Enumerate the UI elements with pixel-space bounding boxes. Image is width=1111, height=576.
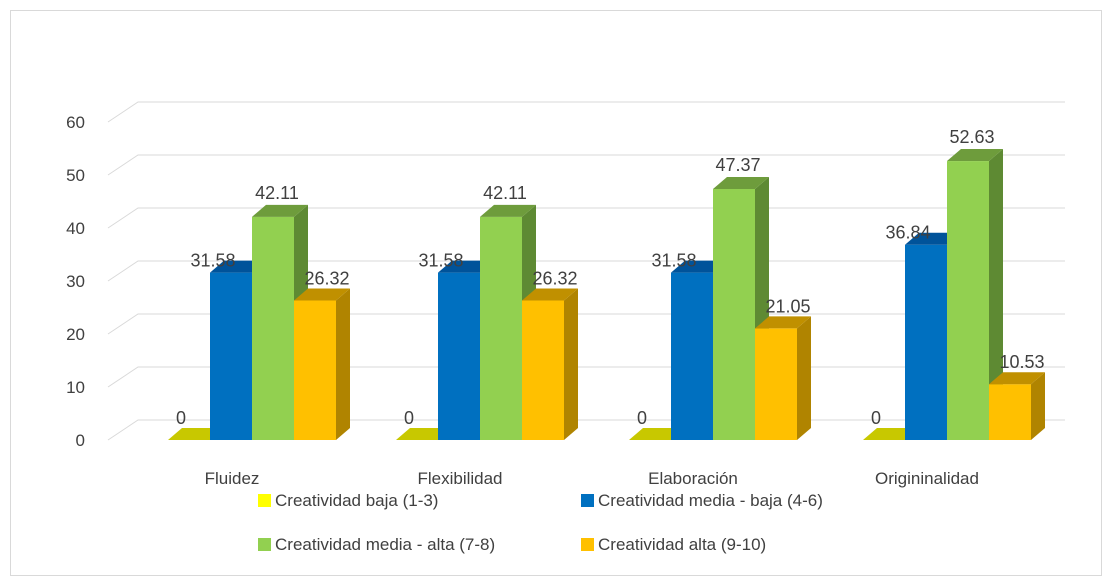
bar-side (797, 316, 811, 440)
legend-label: Creatividad alta (9-10) (598, 535, 766, 554)
bar-front (480, 216, 522, 440)
bar-side (336, 288, 350, 440)
y-tick-label: 10 (66, 378, 85, 397)
data-label: 47.37 (715, 155, 760, 175)
data-label: 0 (871, 408, 881, 428)
legend-label: Creatividad baja (1-3) (275, 491, 438, 510)
legend-swatch (581, 494, 594, 507)
bar-front (905, 244, 947, 440)
legend-item: Creatividad alta (9-10) (581, 535, 766, 554)
data-label: 31.58 (190, 251, 235, 271)
bar-front (713, 188, 755, 440)
x-tick-label: Fluidez (205, 469, 260, 488)
bar-front (755, 328, 797, 440)
bar-front (671, 272, 713, 440)
data-label: 0 (176, 408, 186, 428)
bar-front (294, 300, 336, 440)
bars (168, 149, 1045, 440)
bar (522, 288, 578, 440)
legend-item: Creatividad media - baja (4-6) (581, 491, 823, 510)
bar-top (252, 204, 308, 217)
bar (947, 149, 1003, 440)
legend-label: Creatividad media - baja (4-6) (598, 491, 823, 510)
legend-label: Creatividad media - alta (7-8) (275, 535, 495, 554)
bar-front (210, 272, 252, 440)
legend-item: Creatividad baja (1-3) (258, 491, 438, 510)
data-label: 36.84 (885, 223, 930, 243)
x-axis: Fluidez Flexibilidad Elaboración Origininal… (205, 469, 979, 488)
y-tick-label: 20 (66, 325, 85, 344)
data-label: 21.05 (765, 296, 810, 316)
bar-side (564, 288, 578, 440)
bar-front (252, 216, 294, 440)
y-tick-label: 30 (66, 272, 85, 291)
y-axis: 0 10 20 30 40 50 60 (66, 113, 85, 450)
bar-top (294, 288, 350, 301)
data-label: 26.32 (532, 269, 577, 289)
y-tick-label: 40 (66, 219, 85, 238)
data-label: 52.63 (949, 127, 994, 147)
legend-swatch (258, 538, 271, 551)
x-tick-label: Flexibilidad (417, 469, 502, 488)
bar (755, 316, 811, 440)
value-labels: 0 31.58 42.11 26.32 0 31.58 42.11 26.32 0 31.58 47… (176, 127, 1045, 428)
bar (480, 204, 536, 440)
y-tick-label: 60 (66, 113, 85, 132)
bar (294, 288, 350, 440)
bar-top (947, 149, 1003, 162)
x-tick-label: Origininalidad (875, 469, 979, 488)
data-label: 10.53 (999, 352, 1044, 372)
bar-top (755, 316, 811, 329)
bar-side (989, 149, 1003, 440)
data-label: 0 (404, 408, 414, 428)
legend-swatch (581, 538, 594, 551)
bar-top (713, 176, 769, 189)
data-label: 0 (637, 408, 647, 428)
bar-side (1031, 372, 1045, 440)
data-label: 26.32 (304, 269, 349, 289)
legend-swatch (258, 494, 271, 507)
legend: Creatividad baja (1-3) Creatividad media … (258, 491, 823, 554)
data-label: 31.58 (418, 251, 463, 271)
x-tick-label: Elaboración (648, 469, 738, 488)
bar-top (522, 288, 578, 301)
bar-front (522, 300, 564, 440)
bar (252, 204, 308, 440)
y-tick-label: 0 (76, 431, 85, 450)
y-tick-label: 50 (66, 166, 85, 185)
bar-front (438, 272, 480, 440)
bar-top (989, 372, 1045, 385)
bar-front (947, 161, 989, 440)
bar-top (480, 204, 536, 217)
legend-item: Creatividad media - alta (7-8) (258, 535, 495, 554)
data-label: 42.11 (483, 183, 527, 203)
bar-front (989, 384, 1031, 440)
data-label: 42.11 (255, 183, 299, 203)
gridline (107, 154, 1065, 176)
gridline (107, 101, 1065, 123)
bar (989, 372, 1045, 440)
data-label: 31.58 (651, 251, 696, 271)
